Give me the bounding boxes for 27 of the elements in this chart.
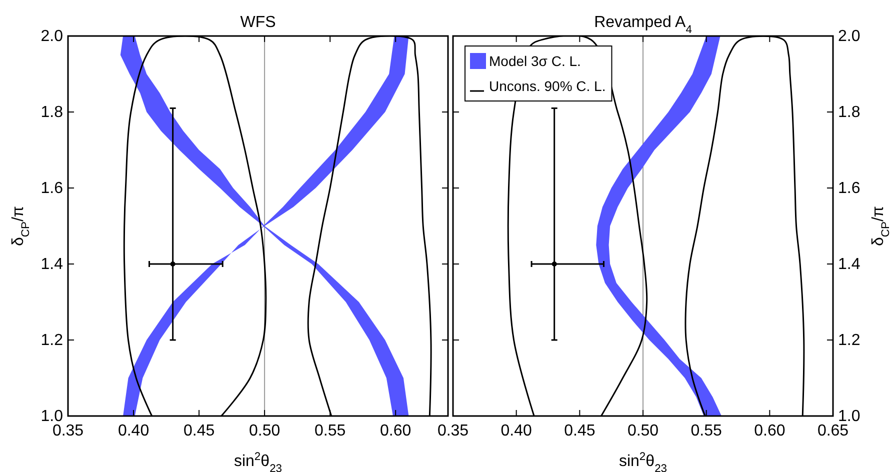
- x-tick-label: 0.50: [248, 422, 280, 440]
- y-tick-label: 2.0: [838, 28, 860, 46]
- x-tick-label: 0.55: [690, 422, 722, 440]
- x-tick-label: 0.60: [380, 422, 412, 440]
- x-tick-label: 0.40: [118, 422, 150, 440]
- y-tick-label: 1.2: [838, 332, 860, 350]
- y-tick-label: 1.6: [40, 180, 64, 198]
- x-tick-label: 0.45: [183, 422, 215, 440]
- x-tick-label: 0.40: [500, 422, 532, 440]
- y-tick-label: 1.8: [40, 104, 64, 122]
- x-tick-label: 0.35: [437, 422, 469, 440]
- y-tick-label: 1.4: [40, 256, 64, 274]
- x-tick-label: 0.50: [627, 422, 659, 440]
- x-axis-title: sin$^{2}$θ$_{23}$: [618, 451, 668, 472]
- x-axis-title: sin$^{2}$θ$_{23}$: [234, 451, 282, 472]
- y-tick-label: 2.0: [40, 28, 64, 46]
- y-tick-label: 1.8: [838, 104, 860, 122]
- x-tick-label: 0.45: [564, 422, 596, 440]
- chart-title: Revamped A$_{4}$: [594, 14, 692, 36]
- legend-label: Model 3σ C. L.: [489, 53, 581, 69]
- y-tick-label: 1.6: [838, 180, 860, 198]
- chart-title: WFS: [240, 14, 276, 31]
- legend-label: Uncons. 90% C. L.: [489, 78, 606, 94]
- x-tick-label: 0.60: [754, 422, 786, 440]
- x-tick-label: 0.55: [314, 422, 346, 440]
- y-tick-label: 1.2: [40, 332, 64, 350]
- y-tick-label: 1.4: [838, 256, 860, 274]
